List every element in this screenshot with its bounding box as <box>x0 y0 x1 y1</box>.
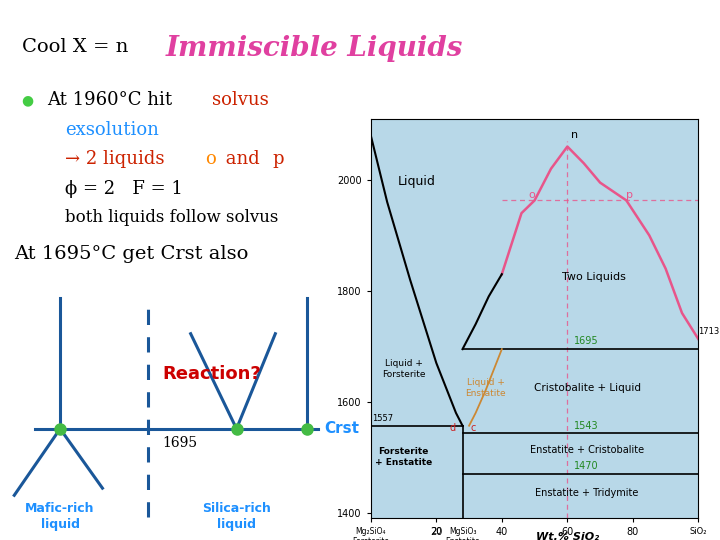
Text: SiO₂: SiO₂ <box>690 526 707 536</box>
Text: Silica-rich
liquid: Silica-rich liquid <box>202 502 271 531</box>
Text: 1543: 1543 <box>574 421 598 431</box>
Text: Mg₂SiO₄
Forsterite: Mg₂SiO₄ Forsterite <box>352 526 390 540</box>
Text: Liquid +
Enstatite: Liquid + Enstatite <box>465 378 505 398</box>
Text: 1695: 1695 <box>163 436 197 450</box>
Text: → 2 liquids: → 2 liquids <box>65 150 170 168</box>
Text: MgSiO₃
Enstatite: MgSiO₃ Enstatite <box>445 526 480 540</box>
Text: Cristobalite + Liquid: Cristobalite + Liquid <box>534 383 641 393</box>
Text: Immiscible Liquids: Immiscible Liquids <box>166 35 463 62</box>
Text: Liquid: Liquid <box>397 176 436 188</box>
Text: d: d <box>450 423 456 433</box>
Text: 1713: 1713 <box>698 327 720 336</box>
Text: 1695: 1695 <box>574 336 598 346</box>
Text: p: p <box>272 150 284 168</box>
Text: p: p <box>626 190 633 200</box>
Text: exsolution: exsolution <box>65 120 158 139</box>
Text: 1557: 1557 <box>372 414 394 423</box>
Text: Liquid +
Forsterite: Liquid + Forsterite <box>382 359 426 379</box>
Text: At 1960°C hit: At 1960°C hit <box>47 91 178 109</box>
Text: o: o <box>528 190 535 200</box>
Text: Wt.% SiO₂: Wt.% SiO₂ <box>536 532 599 540</box>
Text: o: o <box>205 150 216 168</box>
Text: At 1695°C get Crst also: At 1695°C get Crst also <box>14 245 249 263</box>
Text: Enstatite + Cristobalite: Enstatite + Cristobalite <box>530 446 644 455</box>
Text: Mafic-rich
liquid: Mafic-rich liquid <box>25 502 95 531</box>
Text: ●: ● <box>22 93 34 107</box>
Text: n: n <box>571 130 577 140</box>
Text: Crst: Crst <box>325 421 360 436</box>
Text: solvus: solvus <box>212 91 269 109</box>
Text: 20: 20 <box>431 526 441 536</box>
Text: Enstatite + Tridymite: Enstatite + Tridymite <box>536 488 639 498</box>
Text: Forsterite
+ Enstatite: Forsterite + Enstatite <box>375 447 432 468</box>
Text: ϕ = 2   F = 1: ϕ = 2 F = 1 <box>65 180 183 198</box>
Text: Two Liquids: Two Liquids <box>562 272 626 282</box>
Text: and: and <box>220 150 265 168</box>
Text: c: c <box>471 423 476 433</box>
Text: both liquids follow solvus: both liquids follow solvus <box>65 208 278 226</box>
Text: Cool X = n: Cool X = n <box>22 38 128 56</box>
Text: 1470: 1470 <box>574 461 598 471</box>
Text: Reaction?: Reaction? <box>163 365 261 383</box>
